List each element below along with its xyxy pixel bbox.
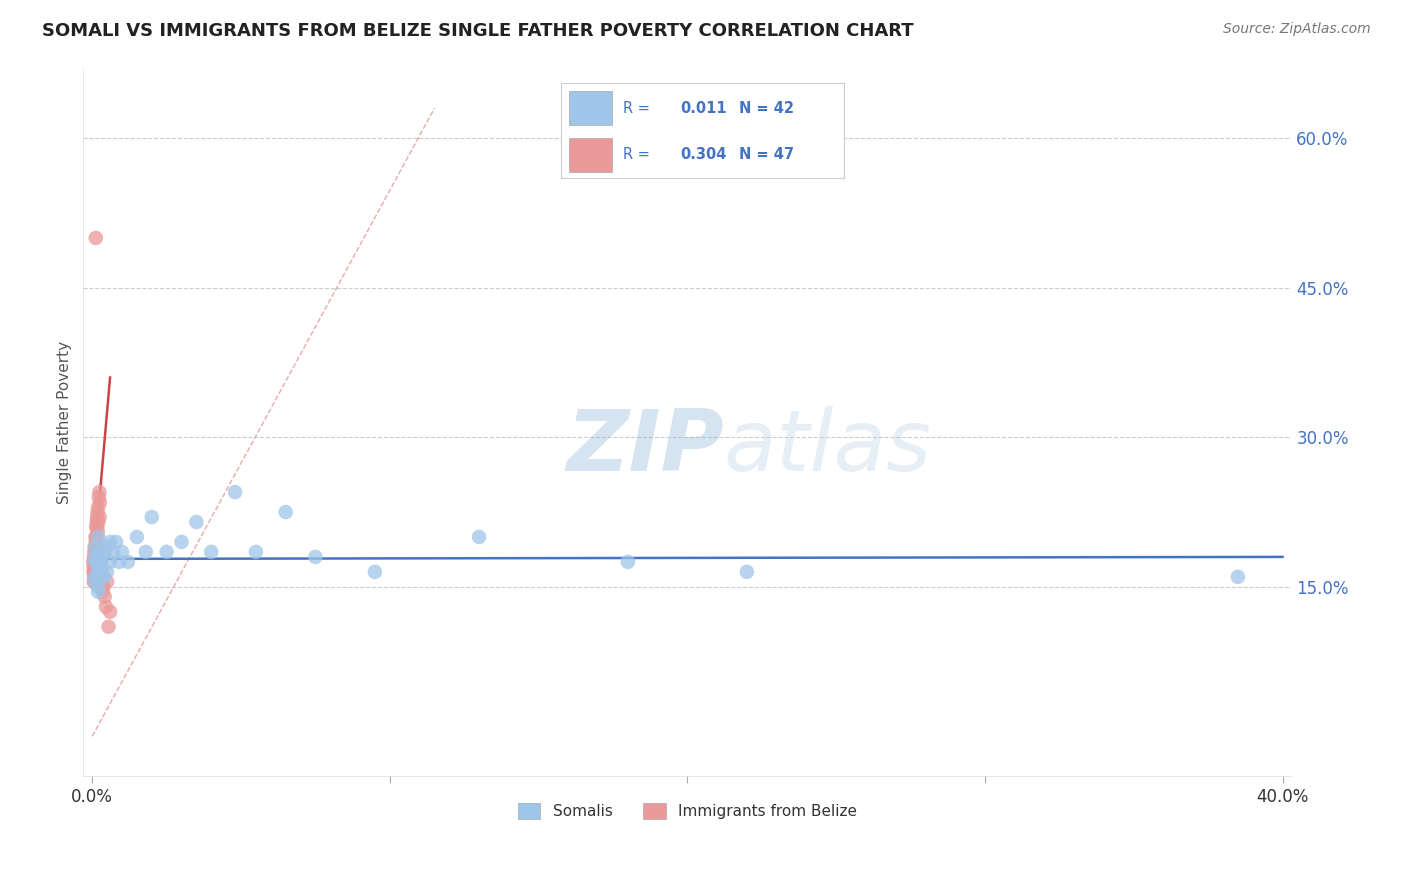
Text: SOMALI VS IMMIGRANTS FROM BELIZE SINGLE FATHER POVERTY CORRELATION CHART: SOMALI VS IMMIGRANTS FROM BELIZE SINGLE … <box>42 22 914 40</box>
Point <box>87 545 110 559</box>
Point <box>105 535 128 549</box>
Point <box>1226 570 1249 584</box>
Point <box>86 560 108 574</box>
Point <box>96 540 118 554</box>
Point <box>90 560 112 574</box>
Point <box>87 565 110 579</box>
Point <box>86 520 108 534</box>
Point <box>84 570 107 584</box>
Point <box>83 549 105 564</box>
Point <box>86 545 108 559</box>
Point <box>87 524 110 539</box>
Point <box>84 570 107 584</box>
Point <box>84 535 107 549</box>
Point <box>83 574 105 589</box>
Point <box>84 555 107 569</box>
Point <box>304 549 326 564</box>
Point <box>735 565 758 579</box>
Point <box>83 570 105 584</box>
Point <box>87 530 110 544</box>
Point <box>98 535 121 549</box>
Point <box>89 485 111 500</box>
Point <box>87 580 110 594</box>
Point <box>83 555 105 569</box>
Point <box>87 560 110 574</box>
Point <box>83 560 105 574</box>
Point <box>86 510 108 524</box>
Point <box>84 555 107 569</box>
Point <box>90 555 112 569</box>
Point <box>86 505 108 519</box>
Text: ZIP: ZIP <box>567 406 724 489</box>
Point <box>87 515 110 529</box>
Point <box>93 590 115 604</box>
Point <box>111 545 134 559</box>
Point <box>135 545 157 559</box>
Point <box>84 549 107 564</box>
Point <box>186 515 208 529</box>
Point <box>84 549 107 564</box>
Point <box>84 540 107 554</box>
Point <box>468 530 491 544</box>
Point <box>89 510 111 524</box>
Point <box>224 485 246 500</box>
Point <box>90 570 112 584</box>
Point <box>108 555 131 569</box>
Point <box>93 570 115 584</box>
Point <box>364 565 387 579</box>
Point <box>83 565 105 579</box>
Point <box>141 510 163 524</box>
Point <box>87 584 110 599</box>
Point <box>86 530 108 544</box>
Point <box>93 545 115 559</box>
Point <box>86 535 108 549</box>
Point <box>117 555 139 569</box>
Point <box>83 560 105 574</box>
Point <box>101 545 124 559</box>
Point <box>87 490 110 504</box>
Point <box>90 555 112 569</box>
Point <box>90 574 112 589</box>
Point <box>170 535 193 549</box>
Point <box>90 565 112 579</box>
Point <box>156 545 179 559</box>
Point <box>98 605 121 619</box>
Point <box>94 599 117 614</box>
Text: atlas: atlas <box>724 406 932 489</box>
Point <box>93 580 115 594</box>
Point <box>245 545 267 559</box>
Point <box>90 545 112 559</box>
Point <box>84 231 107 245</box>
Point <box>84 530 107 544</box>
Point <box>96 574 118 589</box>
Point <box>97 620 120 634</box>
Point <box>84 565 107 579</box>
Point <box>82 555 104 569</box>
Point <box>200 545 222 559</box>
Point <box>96 565 118 579</box>
Point <box>83 545 105 559</box>
Point <box>274 505 297 519</box>
Point <box>87 555 110 569</box>
Text: Source: ZipAtlas.com: Source: ZipAtlas.com <box>1223 22 1371 37</box>
Point <box>87 500 110 514</box>
Point <box>82 565 104 579</box>
Point <box>84 545 107 559</box>
Point <box>83 540 105 554</box>
Point <box>83 574 105 589</box>
Point <box>84 574 107 589</box>
Legend: Somalis, Immigrants from Belize: Somalis, Immigrants from Belize <box>512 797 863 825</box>
Point <box>89 495 111 509</box>
Point <box>86 515 108 529</box>
Point <box>84 520 107 534</box>
Point <box>98 555 121 569</box>
Point <box>125 530 148 544</box>
Point <box>91 584 114 599</box>
Y-axis label: Single Father Poverty: Single Father Poverty <box>58 341 72 504</box>
Point <box>617 555 640 569</box>
